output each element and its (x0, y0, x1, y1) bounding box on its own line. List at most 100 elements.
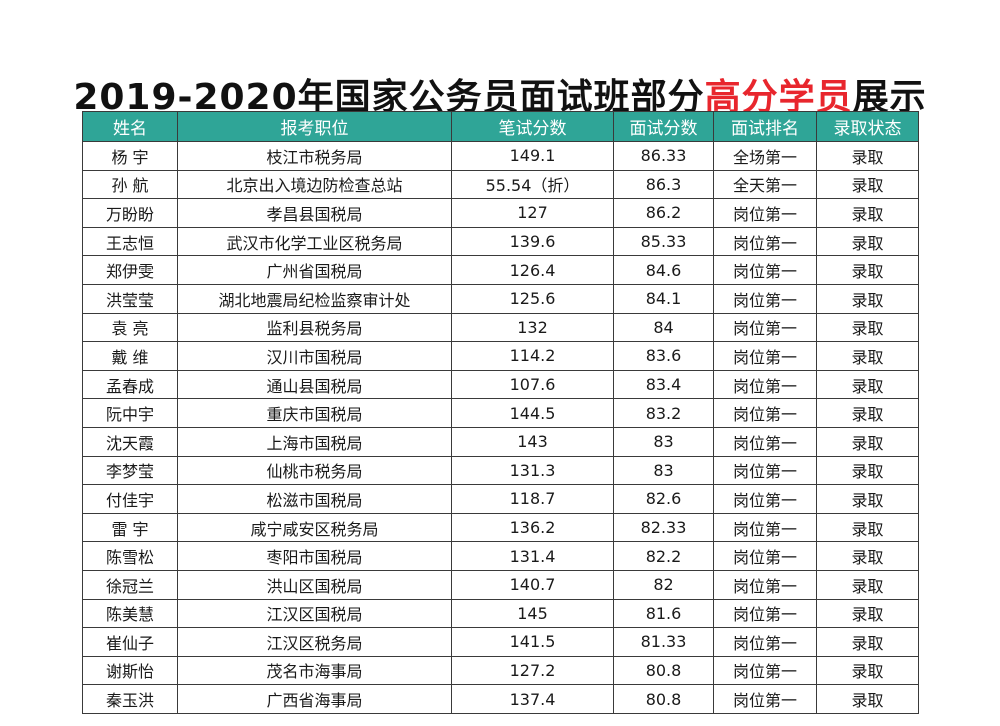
table-row: 阮中宇 重庆市国税局 144.5 83.2 岗位第一 录取 (82, 398, 919, 428)
cell-interview-rank: 岗位第一 (713, 426, 817, 457)
table-row: 孙 航北京出入境边防检查总站 55.54（折） 86.3 全天第一 录取 (82, 169, 919, 200)
cell-interview-score: 82.6 (613, 484, 714, 514)
cell-written-score: 125.6 (451, 283, 614, 314)
cell-interview-rank: 岗位第一 (713, 312, 817, 343)
table-row: 崔仙子 江汉区税务局 141.5 81.33 岗位第一 录取 (82, 627, 919, 657)
cell-interview-rank: 岗位第一 (713, 598, 817, 629)
table-row: 郑伊雯 广州省国税局 126.4 84.6 岗位第一 录取 (82, 255, 919, 285)
cell-admission-status: 录取 (816, 512, 919, 543)
cell-admission-status: 录取 (816, 141, 919, 171)
cell-interview-score: 82.2 (613, 541, 714, 571)
cell-written-score: 107.6 (451, 369, 614, 400)
cell-interview-score: 81.6 (613, 598, 714, 629)
table-row: 杨 宇枝江市税务局 149.1 86.33 全场第一 录取 (82, 141, 919, 171)
cell-position: 仙桃市税务局 (177, 455, 452, 486)
table-row: 万盼盼 孝昌县国税局 127 86.2 岗位第一 录取 (82, 198, 919, 228)
cell-position: 武汉市化学工业区税务局 (177, 226, 452, 257)
cell-position: 江汉区国税局 (177, 598, 452, 629)
cell-position: 茂名市海事局 (177, 655, 452, 686)
cell-written-score: 118.7 (451, 484, 614, 514)
cell-interview-rank: 岗位第一 (713, 226, 817, 257)
table-row: 雷 宇咸宁咸安区税务局 136.2 82.33 岗位第一 录取 (82, 512, 919, 543)
cell-name: 孙 航 (82, 169, 178, 200)
cell-written-score: 55.54（折） (451, 169, 614, 200)
cell-name: 谢斯怡 (82, 655, 178, 686)
cell-interview-rank: 岗位第一 (713, 541, 817, 571)
cell-position: 监利县税务局 (177, 312, 452, 343)
cell-position: 枝江市税务局 (177, 141, 452, 171)
cell-admission-status: 录取 (816, 541, 919, 571)
cell-written-score: 131.4 (451, 541, 614, 571)
cell-name: 崔仙子 (82, 627, 178, 657)
cell-interview-rank: 岗位第一 (713, 398, 817, 428)
cell-admission-status: 录取 (816, 598, 919, 629)
cell-interview-score: 81.33 (613, 627, 714, 657)
cell-position: 湖北地震局纪检监察审计处 (177, 283, 452, 314)
header-position: 报考职位 (177, 111, 452, 142)
cell-written-score: 127 (451, 198, 614, 228)
cell-interview-rank: 岗位第一 (713, 341, 817, 371)
cell-interview-score: 83 (613, 455, 714, 486)
cell-admission-status: 录取 (816, 226, 919, 257)
table-row: 徐冠兰 洪山区国税局 140.7 82 岗位第一 录取 (82, 569, 919, 600)
cell-interview-rank: 岗位第一 (713, 455, 817, 486)
cell-written-score: 136.2 (451, 512, 614, 543)
header-interview-rank: 面试排名 (713, 111, 817, 142)
cell-interview-rank: 岗位第一 (713, 283, 817, 314)
cell-position: 上海市国税局 (177, 426, 452, 457)
cell-position: 枣阳市国税局 (177, 541, 452, 571)
table-row: 李梦莹 仙桃市税务局 131.3 83 岗位第一 录取 (82, 455, 919, 486)
cell-admission-status: 录取 (816, 484, 919, 514)
cell-position: 汉川市国税局 (177, 341, 452, 371)
cell-interview-rank: 岗位第一 (713, 369, 817, 400)
cell-interview-rank: 岗位第一 (713, 569, 817, 600)
cell-admission-status: 录取 (816, 569, 919, 600)
cell-admission-status: 录取 (816, 169, 919, 200)
cell-interview-score: 85.33 (613, 226, 714, 257)
cell-interview-rank: 岗位第一 (713, 198, 817, 228)
cell-interview-score: 83.2 (613, 398, 714, 428)
table-body: 杨 宇枝江市税务局 149.1 86.33 全场第一 录取孙 航北京出入境边防检查总站 5… (82, 141, 919, 714)
table-row: 付佳宇 松滋市国税局 118.7 82.6 岗位第一 录取 (82, 484, 919, 514)
table-row: 沈天霞 上海市国税局 143 83 岗位第一 录取 (82, 426, 919, 457)
cell-written-score: 126.4 (451, 255, 614, 285)
header-admission-status: 录取状态 (816, 111, 919, 142)
cell-name: 陈雪松 (82, 541, 178, 571)
header-row: 姓名 报考职位 笔试分数 面试分数 面试排名 录取状态 (82, 111, 919, 142)
cell-name: 杨 宇 (82, 141, 178, 171)
table-header: 姓名 报考职位 笔试分数 面试分数 面试排名 录取状态 (82, 111, 919, 142)
cell-written-score: 114.2 (451, 341, 614, 371)
cell-admission-status: 录取 (816, 455, 919, 486)
cell-interview-rank: 岗位第一 (713, 627, 817, 657)
table-row: 戴 维汉川市国税局 114.2 83.6 岗位第一 录取 (82, 341, 919, 371)
table-row: 秦玉洪 广西省海事局 137.4 80.8 岗位第一 录取 (82, 684, 919, 714)
cell-name: 陈美慧 (82, 598, 178, 629)
cell-position: 广州省国税局 (177, 255, 452, 285)
cell-name: 洪莹莹 (82, 283, 178, 314)
cell-name: 阮中宇 (82, 398, 178, 428)
cell-position: 松滋市国税局 (177, 484, 452, 514)
cell-name: 秦玉洪 (82, 684, 178, 714)
results-table: 姓名 报考职位 笔试分数 面试分数 面试排名 录取状态 杨 宇枝江市税务局 149… (82, 111, 919, 714)
cell-interview-score: 80.8 (613, 655, 714, 686)
cell-name: 郑伊雯 (82, 255, 178, 285)
table-row: 袁 亮监利县税务局 132 84 岗位第一 录取 (82, 312, 919, 343)
cell-interview-score: 83.4 (613, 369, 714, 400)
cell-written-score: 144.5 (451, 398, 614, 428)
cell-written-score: 143 (451, 426, 614, 457)
cell-position: 孝昌县国税局 (177, 198, 452, 228)
cell-interview-rank: 岗位第一 (713, 512, 817, 543)
cell-position: 洪山区国税局 (177, 569, 452, 600)
cell-written-score: 131.3 (451, 455, 614, 486)
cell-name: 徐冠兰 (82, 569, 178, 600)
cell-interview-rank: 全场第一 (713, 141, 817, 171)
table-row: 陈雪松 枣阳市国税局 131.4 82.2 岗位第一 录取 (82, 541, 919, 571)
cell-position: 咸宁咸安区税务局 (177, 512, 452, 543)
cell-position: 重庆市国税局 (177, 398, 452, 428)
cell-interview-score: 83.6 (613, 341, 714, 371)
cell-interview-score: 86.33 (613, 141, 714, 171)
cell-interview-rank: 岗位第一 (713, 684, 817, 714)
header-interview-score: 面试分数 (613, 111, 714, 142)
cell-interview-rank: 岗位第一 (713, 255, 817, 285)
cell-interview-rank: 岗位第一 (713, 655, 817, 686)
